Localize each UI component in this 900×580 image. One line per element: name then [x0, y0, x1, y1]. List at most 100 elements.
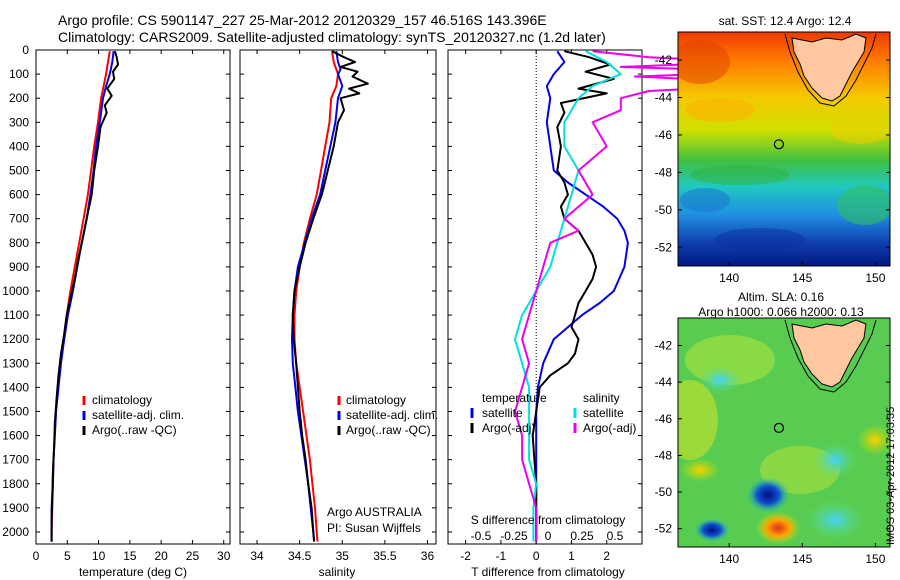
depth-tick-label: 800: [9, 236, 29, 250]
difference-series: [514, 50, 792, 544]
salinity-axes-box: [239, 49, 437, 545]
depth-tick-label: 700: [9, 212, 29, 226]
x-tick-label: 0: [33, 549, 40, 563]
legend-label-t-argo: Argo(-adj): [482, 421, 535, 435]
sla-field: [678, 318, 890, 547]
salinity-xlabel: salinity: [319, 565, 356, 579]
s-tick: 0: [545, 529, 552, 543]
difference-panel: -2 -1 0 1 2 temperature salinity satellite A…: [447, 49, 792, 579]
legend-label-argo: Argo(..raw -QC): [346, 423, 431, 437]
legend-heading-temperature: temperature: [482, 391, 547, 405]
lat-tick-label: -46: [655, 128, 673, 142]
sla-map-title-line-1: Altim. SLA: 0.16: [738, 290, 824, 304]
lat-tick-label: -50: [655, 485, 673, 499]
legend-label-t-satellite: satellite: [482, 406, 523, 420]
legend-label-satellite: satellite-adj. clim.: [92, 408, 184, 422]
t-difference-xlabel: T difference from climatology: [471, 565, 625, 579]
series-line-satellite: [514, 50, 622, 542]
depth-tick-label: 1700: [2, 453, 29, 467]
depth-tick-label: 1000: [2, 284, 29, 298]
series-line-argo-adj: [531, 50, 615, 542]
lat-tick-label: -48: [655, 448, 673, 462]
s-tick: -0.25: [500, 529, 528, 543]
sst-map-frame: [677, 31, 891, 267]
sst-map: sat. SST: 12.4 Argo: 12.4 140 145 150 -42-…: [655, 14, 891, 285]
sla-longitude-ticks: 140 145 150: [719, 543, 886, 566]
x-tick-label: 20: [154, 549, 168, 563]
s-difference-ticks: -0.5 -0.25 0 0.25 0.5: [471, 529, 624, 543]
depth-tick-label: 1600: [2, 429, 29, 443]
sla-map: Altim. SLA: 0.16 Argo h1000: 0.066 h2000…: [655, 290, 891, 566]
x-tick-label: -1: [496, 549, 507, 563]
depth-tick-label: 200: [9, 91, 29, 105]
legend-label-s-argo: Argo(-adj): [583, 421, 636, 435]
lat-tick-label: -48: [655, 165, 673, 179]
x-tick-label: 34.5: [288, 549, 312, 563]
x-tick-label: 0: [533, 549, 540, 563]
pi-label: PI: Susan Wijffels: [327, 521, 421, 535]
lon-tick-label: 140: [719, 552, 739, 566]
salinity-panel: 34 34.5 35 35.5 36 climatology satellite-adj…: [239, 49, 438, 579]
x-tick-label: 35: [336, 549, 350, 563]
salinity-depth-ticks: [240, 49, 436, 533]
lon-tick-label: 145: [792, 552, 812, 566]
sst-longitude-ticks: 140 145 150: [719, 262, 886, 285]
s-difference-label: S difference from climatology: [471, 513, 626, 527]
depth-tick-label: 1200: [2, 332, 29, 346]
depth-tick-label: 1800: [2, 477, 29, 491]
depth-tick-label: 400: [9, 139, 29, 153]
legend-label-s-satellite: satellite: [583, 406, 624, 420]
temperature-series: [50, 50, 119, 542]
legend-heading-salinity: salinity: [583, 391, 620, 405]
x-tick-label: 35.5: [373, 549, 397, 563]
x-tick-label: 25: [186, 549, 200, 563]
header-line-1: Argo profile: CS 5901147_227 25-Mar-2012…: [58, 12, 547, 28]
difference-legend: temperature salinity satellite Argo(-adj…: [470, 391, 636, 435]
lat-tick-label: -52: [655, 240, 673, 254]
x-tick-label: 15: [123, 549, 137, 563]
x-tick-label: 5: [64, 549, 71, 563]
shelf-contour: [784, 33, 877, 107]
depth-tick-label: 1900: [2, 501, 29, 515]
x-tick-label: 30: [217, 549, 231, 563]
temperature-xlabel: temperature (deg C): [79, 565, 187, 579]
lat-tick-label: -52: [655, 522, 673, 536]
x-tick-label: 10: [92, 549, 106, 563]
salinity-series: [291, 50, 369, 542]
imos-timestamp: IMOS 03-Apr-2012 17:03:35: [885, 407, 897, 545]
difference-axes-box: [447, 49, 643, 545]
sst-field: [678, 32, 890, 266]
lat-tick-label: -44: [655, 375, 673, 389]
legend-label-satellite: satellite-adj. clim.: [346, 408, 438, 422]
tasmania-shape-sla: [791, 319, 867, 388]
argo-float-marker: [773, 139, 785, 150]
legend-label-climatology: climatology: [346, 393, 406, 407]
lat-tick-label: -46: [655, 412, 673, 426]
x-tick-label: -2: [460, 549, 471, 563]
legend-label-argo: Argo(..raw -QC): [92, 423, 177, 437]
x-tick-label: 34: [250, 549, 264, 563]
header-line-2: Climatology: CARS2009. Satellite-adjuste…: [58, 29, 606, 45]
depth-tick-label: 1400: [2, 380, 29, 394]
temperature-panel: 0100200300400500600700800900100011001200…: [2, 43, 230, 579]
s-tick: 0.5: [607, 529, 624, 543]
depth-tick-label: 2000: [2, 525, 29, 539]
series-line-argo-raw-qc: [50, 50, 119, 542]
depth-tick-label: 300: [9, 115, 29, 129]
argo-float-marker: [773, 422, 785, 433]
legend-label-climatology: climatology: [92, 393, 152, 407]
lon-tick-label: 145: [792, 271, 812, 285]
lat-tick-label: -42: [655, 53, 673, 67]
temperature-legend: climatology satellite-adj. clim. Argo(..…: [82, 393, 184, 437]
x-tick-label: 1: [568, 549, 575, 563]
lon-tick-label: 150: [865, 552, 885, 566]
tasmania-shape: [791, 33, 867, 102]
argo-program-label: Argo AUSTRALIA: [327, 505, 422, 519]
sst-map-title: sat. SST: 12.4 Argo: 12.4: [719, 14, 852, 28]
depth-tick-label: 600: [9, 188, 29, 202]
sla-map-title-line-2: Argo h1000: 0.066 h2000: 0.13: [698, 305, 864, 319]
shelf-contour-sla: [784, 319, 877, 393]
lat-tick-label: -42: [655, 338, 673, 352]
lon-tick-label: 150: [865, 271, 885, 285]
depth-tick-label: 1100: [3, 308, 29, 322]
